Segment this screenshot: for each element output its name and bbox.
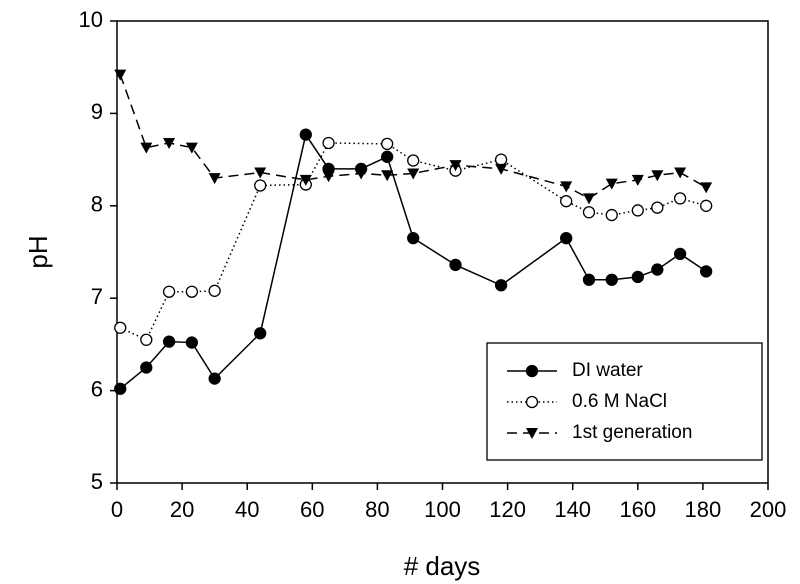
marker — [700, 199, 713, 212]
marker — [582, 273, 596, 286]
marker — [582, 193, 595, 205]
marker — [605, 178, 618, 190]
marker — [208, 173, 221, 185]
x-tick-label: 160 — [619, 497, 656, 522]
marker — [322, 136, 335, 150]
marker — [631, 204, 644, 217]
y-axis-title: pH — [23, 235, 53, 268]
marker — [162, 335, 176, 348]
legend-label: 1st generation — [572, 422, 692, 443]
marker — [208, 372, 221, 385]
marker — [651, 170, 664, 182]
x-tick-label: 120 — [489, 497, 526, 522]
marker — [494, 153, 508, 166]
legend-label: DI water — [572, 360, 643, 381]
marker — [651, 263, 664, 276]
x-tick-label: 20 — [170, 497, 194, 522]
marker — [673, 247, 687, 260]
marker — [163, 137, 176, 149]
legend-marker — [525, 364, 539, 378]
y-tick-label: 8 — [91, 192, 103, 217]
marker — [407, 231, 420, 245]
marker — [494, 279, 508, 292]
marker — [407, 168, 420, 180]
marker — [605, 273, 618, 286]
x-tick-label: 60 — [300, 497, 324, 522]
series-line — [119, 74, 707, 200]
marker — [700, 182, 713, 194]
marker — [299, 174, 312, 186]
marker — [299, 128, 312, 141]
marker — [322, 171, 335, 183]
marker — [185, 285, 199, 298]
marker — [114, 382, 127, 395]
x-tick-label: 140 — [554, 497, 591, 522]
marker — [185, 142, 198, 154]
x-tick-label: 80 — [365, 497, 389, 522]
marker — [140, 361, 153, 374]
marker — [651, 201, 664, 214]
x-tick-label: 180 — [685, 497, 722, 522]
y-tick-label: 9 — [91, 99, 103, 124]
marker — [162, 285, 176, 298]
y-tick-label: 5 — [91, 469, 103, 494]
x-axis-title: # days — [404, 551, 481, 581]
y-tick-label: 10 — [79, 7, 103, 32]
marker — [381, 137, 394, 151]
marker — [114, 321, 127, 334]
marker — [449, 258, 462, 272]
x-tick-label: 200 — [750, 497, 787, 522]
marker — [185, 336, 199, 349]
x-tick-label: 100 — [424, 497, 461, 522]
marker — [631, 270, 644, 284]
marker — [381, 170, 394, 182]
x-tick-label: 0 — [111, 497, 123, 522]
legend-marker — [526, 428, 538, 439]
y-tick-label: 6 — [91, 376, 103, 401]
marker — [449, 160, 462, 172]
marker — [674, 167, 687, 179]
marker — [673, 192, 687, 205]
marker — [355, 168, 368, 180]
legend-label: 0.6 M NaCl — [572, 391, 667, 412]
marker — [381, 150, 394, 163]
x-tick-label: 40 — [235, 497, 259, 522]
marker — [631, 174, 644, 186]
marker — [605, 208, 618, 222]
marker — [495, 163, 508, 175]
marker — [407, 154, 420, 167]
marker — [208, 284, 221, 297]
marker — [254, 167, 267, 179]
marker — [560, 195, 573, 208]
marker — [114, 69, 127, 81]
legend-marker — [525, 395, 539, 409]
y-tick-label: 7 — [91, 284, 103, 309]
marker — [254, 327, 267, 340]
marker — [700, 265, 713, 278]
marker — [582, 206, 596, 219]
marker — [560, 181, 573, 193]
marker — [140, 142, 153, 154]
marker — [254, 179, 267, 192]
marker — [140, 333, 153, 346]
marker — [560, 231, 573, 245]
